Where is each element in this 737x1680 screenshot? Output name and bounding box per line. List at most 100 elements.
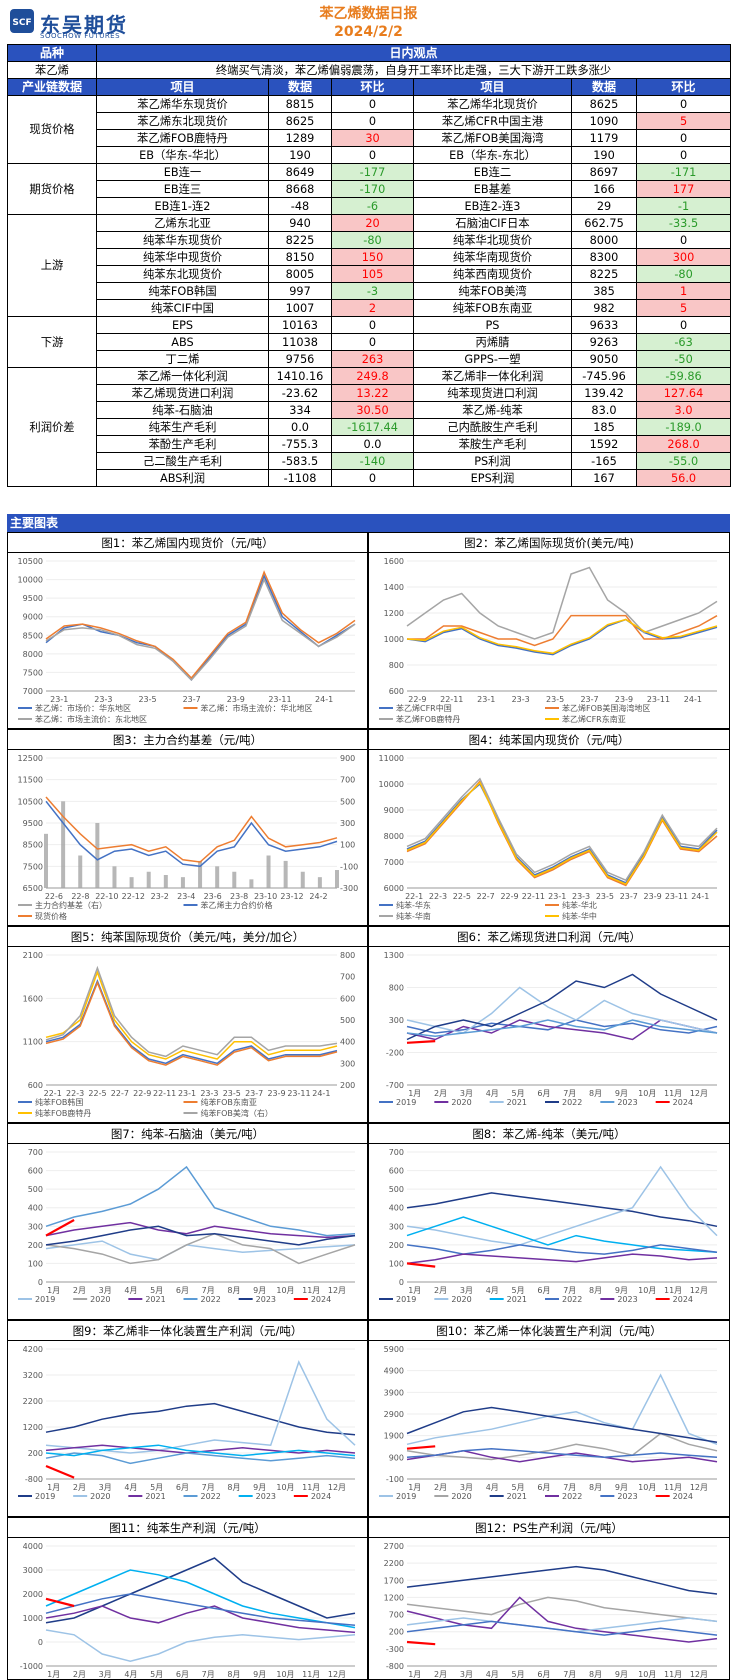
- item-value: -583.5: [268, 452, 332, 470]
- report-title: 苯乙烯数据日报: [319, 6, 418, 22]
- item-change: 3.0: [635, 401, 732, 419]
- series-line: [45, 1219, 75, 1237]
- y-tick-label: 9000: [384, 806, 404, 815]
- chart-panel: 图4：纯苯国内现货价（元/吨） 11000 10000 9000 8000 7000 600…: [368, 729, 730, 926]
- item-change: 2: [331, 299, 414, 317]
- item-change: -170: [331, 180, 414, 198]
- report-date: 2024/2/2: [334, 24, 403, 40]
- item-change: 263: [331, 350, 414, 368]
- legend-label: 2021: [507, 1492, 527, 1501]
- x-tick-label: 8月: [227, 1670, 240, 1679]
- item-change: -80: [331, 231, 414, 249]
- series-line: [406, 1019, 718, 1034]
- item-value: 9633: [571, 316, 637, 334]
- chart-title: 图11：纯苯生产利润（元/吨）: [8, 1518, 367, 1538]
- series-line: [406, 986, 718, 1034]
- x-tick-label: 23-11: [268, 695, 291, 704]
- y-tick-label: 1600: [384, 557, 404, 566]
- item-name: EPS: [96, 316, 269, 334]
- basis-bar: [44, 833, 48, 888]
- item-value: 8225: [268, 231, 332, 249]
- item-name: 纯苯华南现货价: [413, 248, 572, 266]
- y-tick-label: 400: [389, 1204, 404, 1213]
- item-name: 苯乙烯-纯苯: [413, 401, 572, 419]
- series-line: [406, 1406, 718, 1443]
- y-tick-label: 700: [389, 1148, 404, 1157]
- item-name: 苯胺生产毛利: [413, 435, 572, 453]
- y-tick-label: 900: [389, 1453, 404, 1462]
- table-row: 苯乙烯FOB鹿特丹 1289 30 苯乙烯FOB美国海湾 1179 0: [8, 129, 732, 147]
- x-tick-label: 22-8: [71, 892, 89, 901]
- item-value: 662.75: [571, 214, 637, 232]
- y-tick-label: 1100: [23, 1038, 43, 1047]
- x-tick-label: 22-7: [477, 892, 495, 901]
- x-tick-label: 10月: [638, 1483, 656, 1492]
- item-change: 249.8: [331, 367, 414, 385]
- x-tick-label: 23-1: [548, 892, 566, 901]
- y-tick-label: 800: [389, 984, 404, 993]
- legend-label: 2019: [396, 1295, 416, 1304]
- basis-bar: [78, 855, 83, 888]
- chart-svg: 12500 11500 10500 9500 8500 7500 6500 900 700 500…: [18, 754, 359, 921]
- chart-panel: 图10：苯乙烯一体化装置生产利润（元/吨） 5900 4900 3900 2900 190…: [368, 1320, 730, 1517]
- y-tick-label: 100: [28, 1259, 43, 1268]
- chart-svg: 4000 3000 2000 1000 0 -1000 1月 2月 3月 4月 5月 6月 7月 8月 9月…: [20, 1542, 356, 1679]
- item-name: GPPS-一塑: [413, 350, 572, 368]
- x-tick-label: 12月: [690, 1483, 708, 1492]
- item-change: 150: [331, 248, 414, 266]
- series-line: [45, 980, 338, 1066]
- y-tick-label: 8000: [384, 832, 404, 841]
- x-tick-label: 23-5: [138, 695, 156, 704]
- item-value: 8625: [571, 95, 637, 113]
- table-row: 纯苯华东现货价 8225 -80 纯苯华北现货价 8000 0: [8, 231, 732, 249]
- legend-label: 2021: [145, 1295, 165, 1304]
- item-name: EB连1-连2: [96, 197, 269, 215]
- series-line: [45, 1221, 356, 1239]
- y-right-tick-label: 300: [340, 1059, 355, 1068]
- legend-label: 2022: [201, 1295, 221, 1304]
- item-name: EPS利润: [413, 469, 572, 487]
- y-tick-label: 9000: [23, 613, 43, 622]
- x-tick-label: 23-1: [178, 1089, 196, 1098]
- item-name: 纯苯FOB东南亚: [413, 299, 572, 317]
- table-row: 丁二烯 9756 263 GPPS-一塑 9050 -50: [8, 350, 732, 368]
- x-tick-label: 6月: [537, 1089, 550, 1098]
- series-line: [406, 1253, 718, 1265]
- y-tick-label: 400: [28, 1204, 43, 1213]
- x-tick-label: 1月: [408, 1483, 421, 1492]
- y-tick-label: 1900: [384, 1432, 404, 1441]
- series-line: [406, 780, 718, 887]
- chart-svg: 700 600 500 400 300 200 100 0 1月 2月 3月 4月 5月 6月 7月 8月 9月…: [379, 1148, 718, 1304]
- item-value: 139.42: [571, 384, 637, 402]
- basis-bar: [163, 875, 168, 888]
- y-tick-label: 200: [389, 1241, 404, 1250]
- item-name: EB（华东-东北）: [413, 146, 572, 164]
- series-line: [45, 800, 338, 868]
- x-tick-label: 11月: [302, 1670, 320, 1679]
- item-value: 940: [268, 214, 332, 232]
- basis-bar: [215, 866, 220, 888]
- x-tick-label: 6月: [537, 1286, 550, 1295]
- x-tick-label: 6月: [176, 1670, 189, 1679]
- x-tick-label: 11月: [664, 1286, 682, 1295]
- x-tick-label: 7月: [202, 1483, 215, 1492]
- series-line: [45, 1360, 356, 1454]
- legend-label: 苯乙烯FOB美国海湾地区: [562, 703, 650, 713]
- x-tick-label: 8月: [589, 1286, 602, 1295]
- x-tick-label: 23-9: [615, 695, 633, 704]
- x-tick-label: 23-12: [280, 892, 303, 901]
- y-tick-label: 11000: [379, 754, 404, 763]
- x-tick-label: 23-11: [647, 695, 670, 704]
- group-label: 期货价格: [7, 163, 97, 215]
- x-tick-label: 3月: [99, 1286, 112, 1295]
- table-row: EB连三 8668 -170 EB基差 166 177: [8, 180, 732, 198]
- y-right-tick-label: 800: [340, 951, 355, 960]
- item-value: 997: [268, 282, 332, 300]
- item-value: 8005: [268, 265, 332, 283]
- item-value: 1179: [571, 129, 637, 147]
- y-right-tick-label: 200: [340, 1081, 355, 1090]
- y-tick-label: 2200: [23, 1397, 43, 1406]
- x-tick-label: 23-5: [546, 695, 564, 704]
- y-tick-label: 700: [28, 1148, 43, 1157]
- legend-label: 2020: [451, 1295, 471, 1304]
